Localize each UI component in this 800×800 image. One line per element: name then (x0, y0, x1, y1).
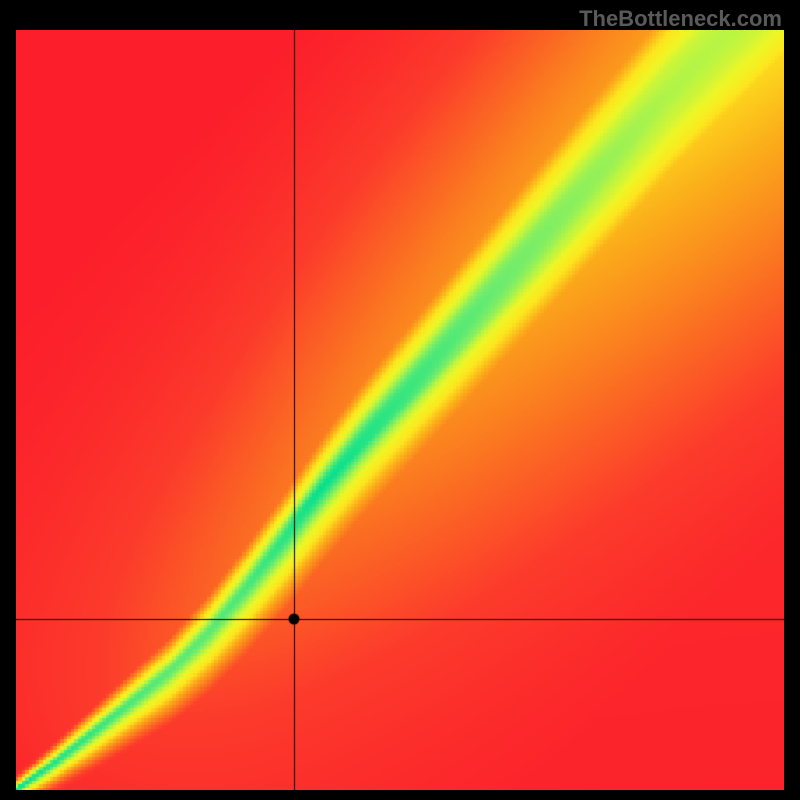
chart-container: { "watermark": { "text": "TheBottleneck.… (0, 0, 800, 800)
watermark-text: TheBottleneck.com (579, 6, 782, 32)
bottleneck-heatmap (16, 30, 784, 790)
